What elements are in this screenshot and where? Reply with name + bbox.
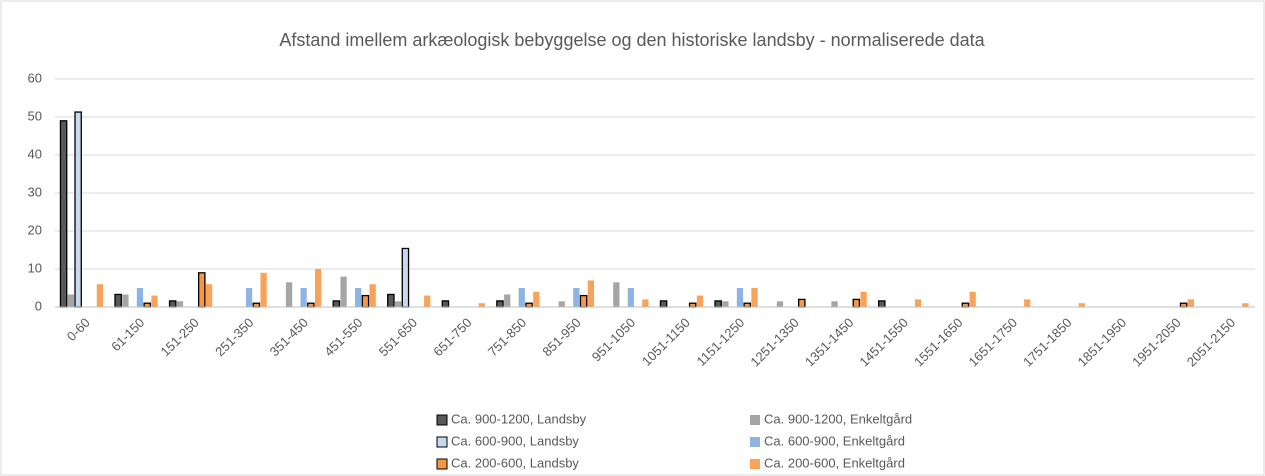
bar (1078, 303, 1085, 307)
bar (688, 302, 697, 308)
bar (736, 288, 744, 307)
bar (496, 300, 504, 308)
bar (714, 300, 722, 308)
y-tick-label: 60 (28, 70, 42, 85)
bar (743, 302, 752, 308)
bar (969, 291, 976, 307)
bar (579, 294, 588, 308)
bar (961, 302, 970, 308)
bar (143, 302, 152, 308)
legend-swatch (750, 437, 760, 447)
bar (245, 288, 253, 307)
chart-title: Afstand imellem arkæologisk bebyggelse o… (279, 30, 985, 50)
y-tick-label: 10 (28, 260, 42, 275)
bar (573, 288, 580, 307)
bar (197, 272, 206, 308)
bar (776, 301, 784, 307)
legend-label: Ca. 600-900, Landsby (451, 433, 579, 448)
y-tick-label: 30 (28, 184, 42, 199)
bar (369, 284, 376, 307)
bar (67, 294, 74, 307)
bar (395, 301, 402, 307)
bar (1179, 302, 1188, 308)
bar (252, 302, 261, 308)
bar (1187, 299, 1194, 307)
bar (59, 120, 68, 308)
bar (504, 294, 511, 307)
bar (558, 301, 565, 307)
bar (1242, 303, 1249, 307)
bar (315, 269, 322, 307)
bar (613, 282, 620, 307)
legend-swatch (436, 414, 448, 426)
y-tick-label: 40 (28, 146, 42, 161)
bar (831, 301, 838, 307)
bar (332, 300, 341, 308)
bar (797, 298, 806, 308)
bar (751, 288, 758, 307)
legend-swatch (750, 459, 760, 469)
bar (642, 299, 649, 307)
bar (1024, 299, 1031, 307)
y-tick-label: 0 (35, 298, 42, 313)
y-tick-label: 50 (28, 108, 42, 123)
bar (136, 288, 144, 307)
bar (176, 301, 184, 307)
bar (340, 276, 347, 307)
bar (877, 300, 886, 308)
bar (478, 303, 485, 307)
bar (74, 111, 82, 308)
legend-label: Ca. 900-1200, Enkeltgård (764, 411, 912, 426)
legend-swatch (436, 458, 448, 470)
bar (307, 302, 315, 308)
legend-swatch (436, 436, 448, 448)
bar (151, 295, 158, 307)
bar (525, 302, 533, 308)
bar (627, 288, 634, 307)
bar (401, 247, 410, 308)
bar (168, 300, 177, 308)
bar (424, 295, 431, 307)
bar (355, 288, 362, 307)
bar (114, 293, 122, 308)
bar (260, 272, 267, 307)
legend-label: Ca. 900-1200, Landsby (451, 411, 587, 426)
bar (300, 288, 307, 307)
y-tick-label: 20 (28, 222, 42, 237)
legend-label: Ca. 600-900, Enkeltgård (764, 433, 905, 448)
legend-label: Ca. 200-600, Landsby (451, 455, 579, 470)
bar (518, 288, 525, 307)
bar (441, 300, 450, 308)
bar (122, 294, 129, 307)
legend-swatch (750, 415, 760, 425)
bar (696, 295, 704, 307)
bar (205, 284, 213, 307)
bar (860, 291, 867, 307)
bar (387, 293, 395, 308)
bar (659, 300, 668, 308)
legend-label: Ca. 200-600, Enkeltgård (764, 455, 905, 470)
bar (533, 291, 540, 307)
bar (361, 294, 370, 308)
bar (722, 301, 729, 307)
bar (915, 299, 922, 307)
bar (96, 284, 104, 307)
bar (852, 298, 861, 308)
bar (587, 280, 594, 307)
bar (285, 282, 293, 307)
